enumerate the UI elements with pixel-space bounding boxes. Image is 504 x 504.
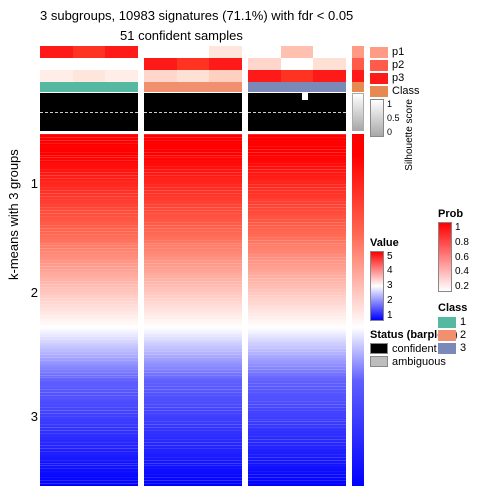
legend-prob: 10.80.60.40.2 xyxy=(438,222,469,292)
legend-silhouette: 10.50Silhouette score xyxy=(370,99,457,171)
prob-p3-side xyxy=(352,70,364,82)
class-bar xyxy=(144,82,242,92)
prob-p2-cell xyxy=(177,58,210,70)
prob-p2-cell xyxy=(105,58,138,70)
heatmap-group xyxy=(248,134,346,486)
class-bar xyxy=(40,82,138,92)
class-side xyxy=(352,82,364,92)
silhouette-scale xyxy=(352,93,364,131)
silhouette-bar xyxy=(144,93,242,131)
prob-p3-cell xyxy=(177,70,210,82)
class-bar xyxy=(248,82,346,92)
prob-p1-cell xyxy=(105,46,138,58)
heatmap-group xyxy=(144,134,242,486)
silhouette-bar xyxy=(40,93,138,131)
prob-p1-cell xyxy=(177,46,210,58)
title-line2: 51 confident samples xyxy=(120,28,243,43)
legend-class-1: 1 xyxy=(438,316,469,328)
prob-p1-cell xyxy=(144,46,177,58)
prob-p1-cell xyxy=(248,46,281,58)
legend-class-2: 2 xyxy=(438,329,469,341)
ytick-1: 1 xyxy=(24,176,38,191)
title-line1: 3 subgroups, 10983 signatures (71.1%) wi… xyxy=(40,8,353,23)
prob-p3-cell xyxy=(281,70,314,82)
prob-p2-cell xyxy=(209,58,242,70)
y-axis-label: k-means with 3 groups xyxy=(6,149,21,280)
ytick-3: 3 xyxy=(24,409,38,424)
legend-row-Class: Class xyxy=(370,85,457,97)
legend-class-3: 3 xyxy=(438,342,469,354)
prob-p1-cell xyxy=(40,46,73,58)
prob-p3-cell xyxy=(144,70,177,82)
heatmap-side xyxy=(352,134,364,486)
prob-p1-cell xyxy=(209,46,242,58)
legend-prob-title: Prob xyxy=(438,208,469,220)
prob-p1-side xyxy=(352,46,364,58)
heatmap-group xyxy=(40,134,138,486)
prob-p2-cell xyxy=(248,58,281,70)
prob-p1-cell xyxy=(313,46,346,58)
legend-right: Prob 10.80.60.40.2 Class 123 xyxy=(438,208,469,355)
prob-p2-side xyxy=(352,58,364,70)
prob-p3-cell xyxy=(248,70,281,82)
legend-status-ambiguous: ambiguous xyxy=(370,356,457,368)
legend-row-p3: p3 xyxy=(370,72,457,84)
prob-p2-cell xyxy=(313,58,346,70)
prob-p2-cell xyxy=(144,58,177,70)
silhouette-bar xyxy=(248,93,346,131)
prob-p3-cell xyxy=(40,70,73,82)
prob-p2-cell xyxy=(73,58,106,70)
prob-p1-cell xyxy=(73,46,106,58)
prob-p3-cell xyxy=(313,70,346,82)
prob-p1-cell xyxy=(281,46,314,58)
legend-row-p1: p1 xyxy=(370,46,457,58)
legend-class-title: Class xyxy=(438,302,469,314)
prob-p2-cell xyxy=(281,58,314,70)
legend-row-p2: p2 xyxy=(370,59,457,71)
prob-p2-cell xyxy=(40,58,73,70)
prob-p3-cell xyxy=(105,70,138,82)
prob-p3-cell xyxy=(73,70,106,82)
ytick-2: 2 xyxy=(24,285,38,300)
prob-p3-cell xyxy=(209,70,242,82)
